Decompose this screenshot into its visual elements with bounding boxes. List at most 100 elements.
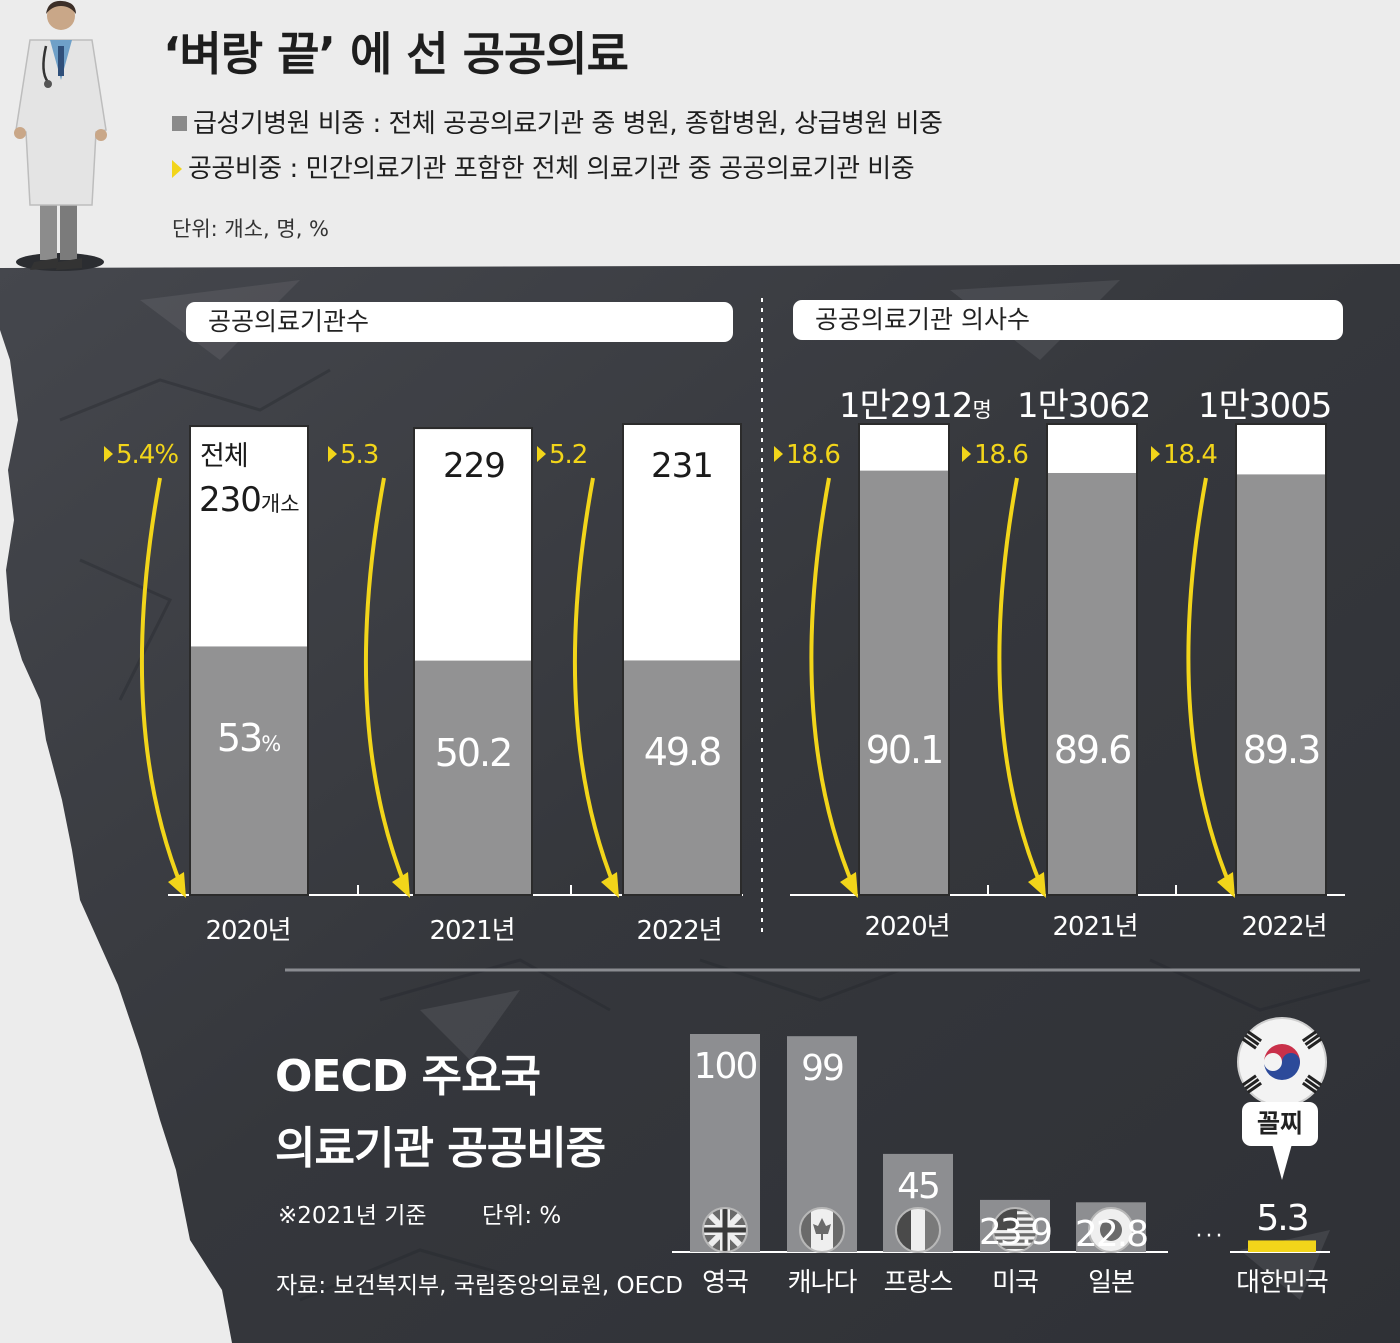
share-arrowhead xyxy=(601,872,619,898)
bar-outline xyxy=(413,427,533,896)
acute-bar xyxy=(859,470,949,895)
legend-public-share: 공공비중 : 민간의료기관 포함한 전체 의료기관 중 공공의료기관 비중 xyxy=(172,148,915,185)
public-share-value: 18.6 xyxy=(974,440,1029,470)
yellow-triangle-icon xyxy=(962,446,971,462)
total-label: 1만2912명 xyxy=(839,378,992,427)
country-label: 미국 xyxy=(992,1268,1039,1298)
country-value: 100 xyxy=(693,1046,759,1087)
acute-share-unit: % xyxy=(261,732,282,757)
total-value: 230 xyxy=(199,480,262,520)
public-share-value: 18.4 xyxy=(1163,440,1218,470)
country-label: 일본 xyxy=(1088,1268,1135,1298)
yellow-triangle-icon xyxy=(1151,446,1160,462)
share-arrow xyxy=(139,477,186,898)
country-value: 45 xyxy=(897,1165,941,1207)
doctor-icon xyxy=(14,0,107,271)
share-arrow xyxy=(1186,477,1235,898)
total-label: 230개소 xyxy=(199,480,300,520)
ellipsis: · · · xyxy=(1195,1224,1223,1249)
country-label: 캐나다 xyxy=(787,1268,858,1298)
yellow-triangle-icon xyxy=(774,446,783,462)
year-label: 2022년 xyxy=(636,916,722,946)
oecd-unit: 단위: % xyxy=(482,1203,562,1229)
acute-bar xyxy=(1047,472,1137,895)
gray-square-icon xyxy=(172,116,187,131)
share-arrow-line xyxy=(809,477,856,889)
callout-bubble xyxy=(1272,1144,1292,1180)
country-value: 23.9 xyxy=(978,1211,1053,1253)
share-arrow-line xyxy=(572,477,617,889)
yellow-triangle-icon xyxy=(172,160,182,178)
country-label: 프랑스 xyxy=(883,1268,954,1298)
bar-outline xyxy=(858,423,950,896)
acute-share-label: 89.3 xyxy=(1242,728,1322,772)
total-unit: 개소 xyxy=(260,492,300,516)
share-arrow xyxy=(997,477,1046,898)
year-label: 2020년 xyxy=(864,912,950,942)
share-arrowhead xyxy=(840,872,858,898)
public-share-label: 18.4 xyxy=(1151,440,1218,470)
oecd-title-line2: 의료기관 공공비중 xyxy=(275,1123,606,1174)
share-arrow-line xyxy=(363,477,408,889)
panel-title-institutions: 공공의료기관수 xyxy=(186,302,733,342)
country-value: 5.3 xyxy=(1256,1198,1309,1239)
share-arrow xyxy=(572,477,619,898)
share-arrow-line xyxy=(139,477,184,889)
legend-public-share-text: 공공비중 : 민간의료기관 포함한 전체 의료기관 중 공공의료기관 비중 xyxy=(188,154,915,184)
acute-share-label: 89.6 xyxy=(1053,728,1133,772)
bar-outline xyxy=(622,423,742,896)
bar-outline xyxy=(1235,423,1327,896)
total-label: 1만3062 xyxy=(1017,378,1151,427)
year-label: 2021년 xyxy=(429,916,515,946)
acute-bar xyxy=(623,660,741,895)
total-label: 231 xyxy=(651,446,714,486)
acute-share-label: 53% xyxy=(179,716,319,760)
country-label: 영국 xyxy=(702,1268,749,1298)
total-value: 1만3062 xyxy=(1017,386,1151,426)
public-share-value: 5.4% xyxy=(116,440,179,470)
public-share-label: 5.4% xyxy=(104,440,179,470)
total-prefix: 전체 xyxy=(200,441,249,472)
public-share-value: 18.6 xyxy=(786,440,841,470)
uk-flag-icon xyxy=(702,1207,748,1253)
share-arrowhead xyxy=(392,872,410,898)
source-note: 자료: 보건복지부, 국립중앙의료원, OECD xyxy=(276,1273,683,1299)
yellow-triangle-icon xyxy=(537,446,546,462)
total-value: 1만3005 xyxy=(1198,386,1332,426)
share-arrowhead xyxy=(1217,872,1235,898)
total-label: 1만3005 xyxy=(1198,378,1332,427)
acute-share-label: 90.1 xyxy=(865,728,945,772)
oecd-title-line1: OECD 주요국 xyxy=(275,1051,541,1102)
canada-flag-icon xyxy=(799,1207,845,1253)
rock-cracks xyxy=(59,368,1371,1302)
public-share-label: 18.6 xyxy=(774,440,841,470)
country-value: 22.8 xyxy=(1074,1214,1149,1256)
acute-bar xyxy=(414,660,532,895)
total-unit: 명 xyxy=(972,398,992,422)
acute-bar xyxy=(1236,474,1326,895)
total-label: 229 xyxy=(443,446,506,486)
public-share-label: 18.6 xyxy=(962,440,1029,470)
public-share-label: 5.3 xyxy=(328,440,379,470)
country-value: 99 xyxy=(801,1048,845,1090)
share-arrow xyxy=(809,477,858,898)
public-share-label: 5.2 xyxy=(537,440,588,470)
page-title: ‘벼랑 끝’ 에 선 공공의료 xyxy=(163,27,629,81)
unit-note: 단위: 개소, 명, % xyxy=(172,217,330,241)
share-arrow-line xyxy=(1186,477,1233,889)
legend-acute: 급성기병원 비중 : 전체 공공의료기관 중 병원, 종합병원, 상급병원 비중 xyxy=(172,103,943,140)
year-label: 2022년 xyxy=(1241,912,1327,942)
last-place-callout: 꼴찌 xyxy=(1242,1102,1318,1146)
korea-bar xyxy=(1248,1240,1316,1252)
korea-flag-icon xyxy=(1237,1017,1327,1107)
yellow-triangle-icon xyxy=(328,446,337,462)
bar-outline xyxy=(1046,423,1138,896)
acute-share-label: 50.2 xyxy=(403,731,543,775)
acute-share-value: 50.2 xyxy=(434,730,514,775)
usa-flag-icon xyxy=(992,1207,1038,1253)
legend-acute-text: 급성기병원 비중 : 전체 공공의료기관 중 병원, 종합병원, 상급병원 비중 xyxy=(193,109,943,139)
share-arrowhead xyxy=(1028,872,1046,898)
france-flag-icon xyxy=(895,1207,941,1253)
